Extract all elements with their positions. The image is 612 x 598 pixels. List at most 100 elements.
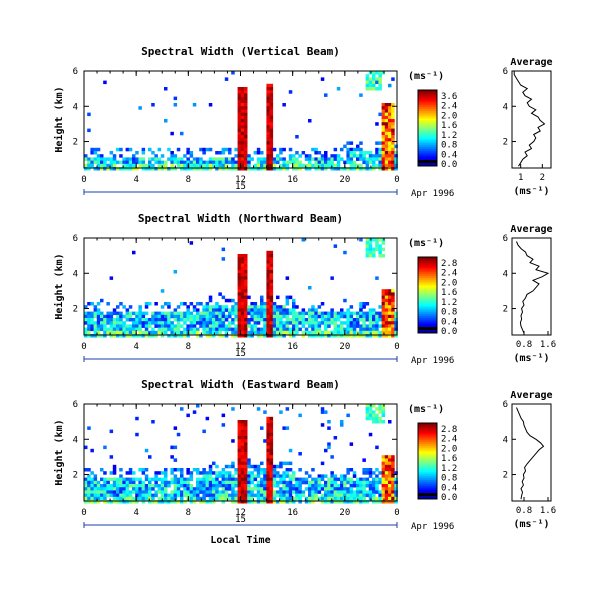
heatmap-cell bbox=[388, 305, 392, 309]
heatmap-cell bbox=[250, 464, 254, 469]
heatmap-cell bbox=[378, 493, 382, 498]
heatmap-cell bbox=[269, 99, 274, 104]
heatmap-cell bbox=[234, 490, 238, 494]
heatmap-cell bbox=[176, 305, 181, 309]
heatmap-cell bbox=[295, 151, 299, 155]
heatmap-cell bbox=[106, 163, 110, 168]
heatmap-cell bbox=[330, 334, 334, 338]
heatmap-cell bbox=[384, 464, 389, 469]
heatmap-cell bbox=[234, 163, 238, 168]
heatmap-cell bbox=[375, 71, 379, 75]
heatmap-cell bbox=[368, 480, 373, 485]
heatmap-cell bbox=[196, 477, 200, 482]
heatmap-cell bbox=[282, 490, 286, 494]
average-title: Average bbox=[510, 57, 552, 68]
heatmap-cell bbox=[365, 167, 370, 171]
heatmap-cell bbox=[93, 496, 98, 501]
heatmap-cell bbox=[365, 318, 370, 322]
average-y-tick-label: 4 bbox=[503, 102, 508, 112]
heatmap-cell bbox=[112, 324, 117, 328]
heatmap-cell bbox=[109, 493, 114, 498]
heatmap-cell bbox=[301, 330, 306, 335]
heatmap-cell bbox=[269, 305, 274, 309]
heatmap-cell bbox=[394, 311, 398, 316]
heatmap-cell bbox=[96, 480, 101, 485]
heatmap-cell bbox=[202, 484, 206, 488]
heatmap-cell bbox=[388, 163, 392, 168]
heatmap-cell bbox=[93, 493, 98, 498]
heatmap-cell bbox=[375, 80, 379, 85]
heatmap-cell bbox=[237, 334, 242, 338]
heatmap-cell bbox=[151, 477, 155, 482]
heatmap-cell bbox=[391, 458, 395, 462]
heatmap-cell bbox=[269, 119, 274, 123]
heatmap-cell bbox=[244, 426, 248, 430]
heatmap-cell bbox=[205, 334, 210, 338]
heatmap-cell bbox=[320, 477, 325, 482]
heatmap-cell bbox=[368, 154, 373, 158]
heatmap-cell bbox=[375, 327, 379, 332]
heatmap-cell bbox=[189, 154, 194, 158]
heatmap-cell bbox=[125, 471, 130, 475]
heatmap-cell bbox=[244, 429, 248, 434]
heatmap-cell bbox=[362, 480, 366, 485]
heatmap-cell bbox=[314, 493, 318, 498]
heatmap-cell bbox=[84, 496, 88, 501]
heatmap-cell bbox=[192, 318, 197, 322]
heatmap-cell bbox=[266, 157, 270, 161]
heatmap-cell bbox=[269, 496, 274, 501]
heatmap-cell bbox=[90, 493, 94, 498]
heatmap-cell bbox=[359, 500, 363, 504]
heatmap-cell bbox=[154, 154, 158, 158]
heatmap-cell bbox=[304, 330, 309, 335]
heatmap-cell bbox=[304, 471, 309, 475]
heatmap-cell bbox=[180, 131, 184, 136]
heatmap-cell bbox=[285, 493, 290, 498]
heatmap-cell bbox=[381, 308, 386, 312]
heatmap-cell bbox=[298, 477, 302, 482]
heatmap-cell bbox=[359, 302, 363, 306]
average-profile-line bbox=[513, 71, 546, 167]
heatmap-cell bbox=[87, 480, 91, 485]
heatmap-cell bbox=[375, 151, 379, 155]
heatmap-cell bbox=[311, 490, 315, 494]
heatmap-cell bbox=[237, 490, 242, 494]
heatmap-cell bbox=[314, 147, 318, 152]
heatmap-cell bbox=[93, 487, 98, 491]
heatmap-cell bbox=[125, 493, 130, 498]
heatmap-cell bbox=[148, 334, 152, 338]
heatmap-cell bbox=[388, 477, 392, 482]
heatmap-cell bbox=[327, 480, 331, 485]
heatmap-cell bbox=[247, 330, 251, 335]
heatmap-cell bbox=[253, 474, 258, 478]
heatmap-cell bbox=[324, 151, 328, 155]
heatmap-cell bbox=[244, 276, 248, 280]
heatmap-cell bbox=[240, 112, 245, 117]
heatmap-cell bbox=[176, 334, 181, 338]
heatmap-cell bbox=[176, 500, 181, 504]
heatmap-cell bbox=[231, 487, 235, 491]
heatmap-cell bbox=[391, 496, 395, 501]
heatmap-cell bbox=[279, 500, 283, 504]
colorbar-segment bbox=[418, 461, 437, 464]
heatmap-cell bbox=[269, 324, 274, 328]
heatmap-cell bbox=[141, 496, 146, 501]
heatmap-cell bbox=[202, 477, 206, 482]
heatmap-cell bbox=[320, 407, 325, 411]
heatmap-cell bbox=[346, 321, 350, 325]
heatmap-cell bbox=[240, 448, 245, 453]
heatmap-cell bbox=[320, 461, 325, 466]
heatmap-cell bbox=[365, 80, 370, 85]
heatmap-cell bbox=[173, 270, 178, 274]
heatmap-cell bbox=[205, 160, 210, 165]
colorbar-segment bbox=[418, 91, 437, 95]
heatmap-cell bbox=[298, 484, 302, 488]
heatmap-cell bbox=[247, 477, 251, 482]
heatmap-cell bbox=[378, 163, 382, 168]
heatmap-cell bbox=[269, 144, 274, 149]
heatmap-cell bbox=[212, 477, 216, 482]
heatmap-cell bbox=[279, 151, 283, 155]
heatmap-cell bbox=[276, 471, 280, 475]
heatmap-cell bbox=[359, 141, 363, 145]
